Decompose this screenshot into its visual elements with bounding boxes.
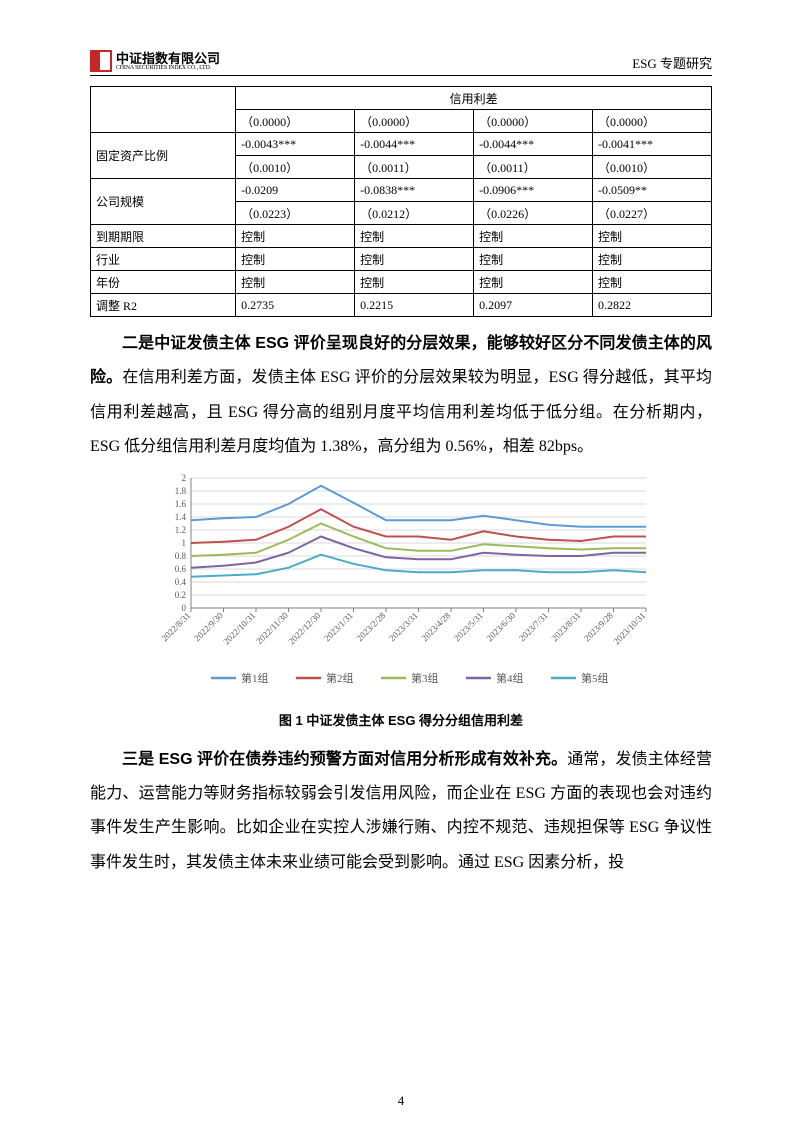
svg-text:1.4: 1.4: [175, 512, 187, 522]
svg-text:2023/2/28: 2023/2/28: [355, 610, 388, 643]
svg-text:2022/11/30: 2022/11/30: [254, 610, 290, 646]
svg-text:2023/6/30: 2023/6/30: [485, 610, 518, 643]
cell: -0.0509**: [593, 179, 712, 202]
logo-mark-icon: [90, 50, 112, 72]
row-label: 固定资产比例: [91, 133, 236, 179]
cell: 控制: [593, 225, 712, 248]
svg-text:第2组: 第2组: [326, 671, 354, 685]
svg-text:1.8: 1.8: [175, 486, 187, 496]
paragraph-2: 三是 ESG 评价在债券违约预警方面对信用分析形成有效补充。通常，发债主体经营能…: [90, 743, 712, 881]
svg-text:第3组: 第3组: [411, 671, 439, 685]
para2-rest: 通常，发债主体经营能力、运营能力等财务指标较弱会引发信用风险，而企业在 ESG …: [90, 751, 712, 871]
svg-text:第4组: 第4组: [496, 671, 524, 685]
paragraph-1: 二是中证发债主体 ESG 评价呈现良好的分层效果，能够较好区分不同发债主体的风险…: [90, 327, 712, 465]
svg-text:1.2: 1.2: [175, 525, 186, 535]
svg-text:第5组: 第5组: [581, 671, 609, 685]
svg-text:2023/3/31: 2023/3/31: [387, 610, 420, 643]
svg-text:2022/8/31: 2022/8/31: [160, 610, 193, 643]
row-label: 行业: [91, 248, 236, 271]
svg-text:2023/9/28: 2023/9/28: [582, 610, 615, 643]
svg-text:2023/5/31: 2023/5/31: [452, 610, 485, 643]
cell: -0.0044***: [474, 133, 593, 156]
row-label: 年份: [91, 271, 236, 294]
cell: 控制: [474, 225, 593, 248]
cell: （0.0000）: [355, 110, 474, 133]
cell: -0.0906***: [474, 179, 593, 202]
cell: 控制: [236, 248, 355, 271]
svg-text:2023/8/31: 2023/8/31: [550, 610, 583, 643]
cell: （0.0011）: [474, 156, 593, 179]
svg-text:0.2: 0.2: [175, 590, 186, 600]
para2-lead: 三是 ESG 评价在债券违约预警方面对信用分析形成有效补充。: [122, 751, 567, 768]
chart-caption: 图 1 中证发债主体 ESG 得分分组信用利差: [146, 710, 656, 729]
cell: 控制: [355, 248, 474, 271]
cell: 0.2735: [236, 294, 355, 317]
cell: （0.0000）: [236, 110, 355, 133]
cell: 0.2822: [593, 294, 712, 317]
cell: 控制: [355, 271, 474, 294]
logo-text-cn: 中证指数有限公司: [116, 52, 220, 65]
cell: 控制: [474, 248, 593, 271]
svg-text:2023/4/28: 2023/4/28: [420, 610, 453, 643]
cell: 控制: [593, 248, 712, 271]
cell: 控制: [236, 225, 355, 248]
cell: -0.0041***: [593, 133, 712, 156]
svg-text:0.4: 0.4: [175, 577, 187, 587]
svg-text:2022/12/30: 2022/12/30: [286, 610, 322, 646]
svg-text:0.8: 0.8: [175, 551, 187, 561]
logo: 中证指数有限公司 CHINA SECURITIES INDEX CO., LTD…: [90, 50, 220, 72]
svg-text:第1组: 第1组: [241, 671, 269, 685]
row-label: 到期期限: [91, 225, 236, 248]
cell: （0.0223）: [236, 202, 355, 225]
cell: 控制: [355, 225, 474, 248]
svg-text:2022/10/31: 2022/10/31: [221, 610, 257, 646]
credit-spread-header: 信用利差: [236, 87, 712, 110]
cell: 0.2097: [474, 294, 593, 317]
cell: -0.0209: [236, 179, 355, 202]
cell: 控制: [593, 271, 712, 294]
row-label: 调整 R2: [91, 294, 236, 317]
para1-rest: 在信用利差方面，发债主体 ESG 评价的分层效果较为明显，ESG 得分越低，其平…: [90, 369, 712, 455]
cell: -0.0043***: [236, 133, 355, 156]
page-number: 4: [0, 1093, 802, 1109]
cell: （0.0011）: [355, 156, 474, 179]
cell: （0.0226）: [474, 202, 593, 225]
line-chart-svg: 00.20.40.60.811.21.41.61.822022/8/312022…: [146, 473, 656, 703]
cell: 0.2215: [355, 294, 474, 317]
svg-text:2023/1/31: 2023/1/31: [322, 610, 355, 643]
cell: （0.0227）: [593, 202, 712, 225]
cell: （0.0212）: [355, 202, 474, 225]
cell: （0.0000）: [474, 110, 593, 133]
cell: 控制: [474, 271, 593, 294]
header-topic: ESG 专题研究: [632, 53, 712, 72]
cell: （0.0010）: [593, 156, 712, 179]
regression-table: 信用利差 （0.0000） （0.0000） （0.0000） （0.0000）…: [90, 86, 712, 317]
logo-text-en: CHINA SECURITIES INDEX CO., LTD.: [116, 65, 220, 71]
svg-text:2: 2: [182, 473, 187, 483]
svg-text:2023/7/31: 2023/7/31: [517, 610, 550, 643]
cell: （0.0010）: [236, 156, 355, 179]
svg-text:2023/10/31: 2023/10/31: [611, 610, 647, 646]
page-header: 中证指数有限公司 CHINA SECURITIES INDEX CO., LTD…: [90, 50, 712, 76]
credit-spread-chart: 00.20.40.60.811.21.41.61.822022/8/312022…: [146, 473, 656, 729]
cell: -0.0838***: [355, 179, 474, 202]
cell: （0.0000）: [593, 110, 712, 133]
svg-text:1.6: 1.6: [175, 499, 187, 509]
svg-text:0.6: 0.6: [175, 564, 187, 574]
svg-text:2022/9/30: 2022/9/30: [192, 610, 225, 643]
row-label: 公司规模: [91, 179, 236, 225]
svg-text:1: 1: [182, 538, 187, 548]
cell: -0.0044***: [355, 133, 474, 156]
cell: 控制: [236, 271, 355, 294]
